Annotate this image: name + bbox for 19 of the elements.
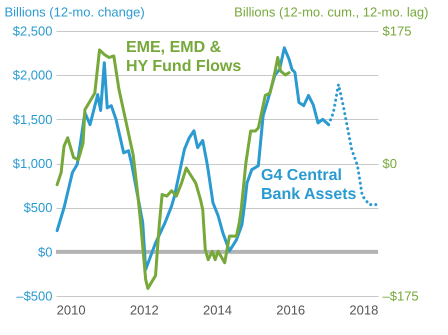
series-label: EME, EMD & HY Fund Flows: [126, 39, 242, 75]
y-tick-label: $2,500: [12, 24, 52, 38]
x-tick-label: 2014: [203, 302, 232, 318]
y-tick-label: –$500: [16, 288, 52, 304]
y-tick-label: $2,000: [12, 68, 52, 83]
series-label: G4 Central Bank Assets: [261, 167, 357, 203]
y-tick-label: $0: [38, 244, 52, 260]
y2-axis-title: Billions (12-mo. cum., 12-mo. lag): [234, 4, 428, 20]
y2-tick-label: –$175: [382, 288, 419, 304]
y2-tick-label: $175: [382, 24, 412, 38]
y-axis-title: Billions (12-mo. change): [4, 4, 145, 20]
y-tick-label: $500: [24, 200, 52, 216]
y-tick-label: $1,000: [12, 156, 52, 171]
y2-tick-label: $0: [382, 156, 397, 171]
x-tick-label: 2018: [349, 302, 378, 318]
x-tick-label: 2012: [130, 302, 159, 318]
x-tick-label: 2016: [276, 302, 306, 318]
y-tick-label: $1,500: [12, 112, 52, 127]
x-tick-label: 2010: [56, 302, 86, 318]
